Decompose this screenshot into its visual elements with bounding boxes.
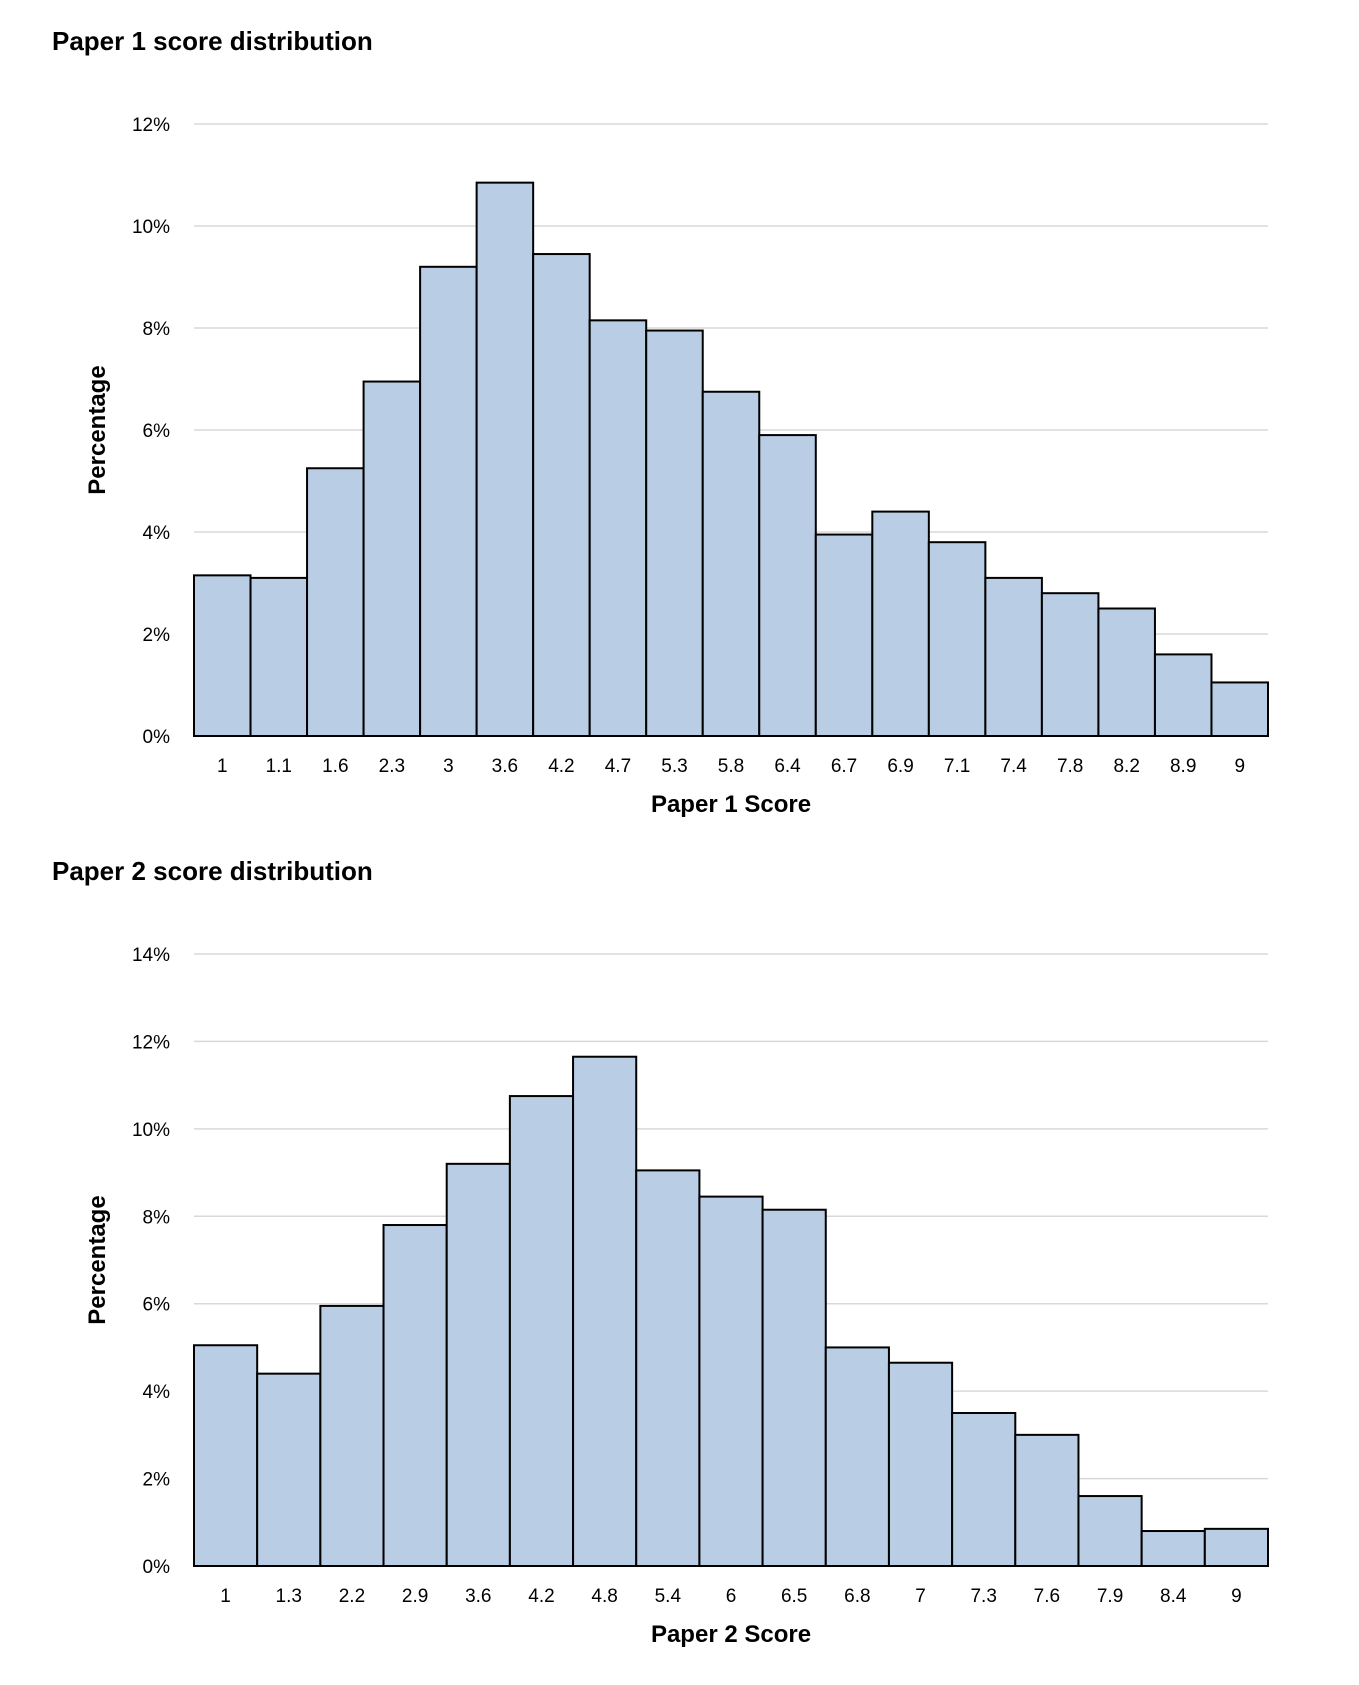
paper2-x-tick-label: 7.6 <box>1034 1586 1060 1607</box>
paper2-y-tick-label: 8% <box>143 1207 171 1228</box>
paper2-y-tick-label: 14% <box>132 945 170 966</box>
paper1-bar <box>645 329 704 737</box>
paper1-bar <box>249 576 309 738</box>
paper1-bar <box>588 319 648 737</box>
paper1-y-tick-label: 4% <box>143 523 171 544</box>
paper2-bar <box>1077 1495 1143 1567</box>
paper2-bar <box>508 1095 575 1567</box>
paper1-y-tick-label: 6% <box>143 421 171 442</box>
paper2-x-tick-label: 2.9 <box>402 1586 428 1607</box>
paper1-x-tick-label: 4.2 <box>548 756 574 777</box>
paper2-x-axis-label: Paper 2 Score <box>651 1621 811 1648</box>
paper1-chart: Paper 1 score distribution 0% 2% 4% 6% 8% 10%… <box>0 0 1359 830</box>
paper1-x-tick-label: 5.3 <box>661 756 687 777</box>
paper1-x-tick-label: 2.3 <box>379 756 405 777</box>
paper2-x-tick-label: 1.3 <box>276 1586 302 1607</box>
paper1-bar <box>419 265 478 737</box>
paper2-bar <box>761 1208 827 1567</box>
paper2-y-tick-label: 2% <box>143 1470 171 1491</box>
paper1-bar <box>1097 607 1156 737</box>
paper1-x-tick-label: 7.1 <box>944 756 970 777</box>
paper1-bar <box>701 390 761 737</box>
paper2-chart: Paper 2 score distribution 0% 2% 4% 6% 8% 10%… <box>0 830 1359 1685</box>
paper1-x-tick-label: 4.7 <box>605 756 631 777</box>
paper2-x-tick-label: 4.2 <box>528 1586 554 1607</box>
paper2-bar <box>193 1344 259 1567</box>
paper1-bar <box>362 380 422 737</box>
paper1-x-tick-label: 8.9 <box>1170 756 1196 777</box>
paper2-x-tick-label: 9 <box>1231 1586 1242 1607</box>
paper1-x-tick-label: 6.4 <box>774 756 801 777</box>
paper1-y-axis-label: Percentage <box>84 365 111 494</box>
paper2-bar <box>951 1412 1017 1567</box>
paper2-y-tick-label: 4% <box>143 1382 171 1403</box>
paper2-x-tick-label: 4.8 <box>591 1586 617 1607</box>
paper1-x-tick-label: 6.7 <box>831 756 857 777</box>
paper2-y-axis-label: Percentage <box>84 1195 111 1324</box>
paper1-y-tick-label: 10% <box>132 217 170 238</box>
paper2-chart-title: Paper 2 score distribution <box>52 856 373 886</box>
paper2-x-tick-label: 7.9 <box>1097 1586 1123 1607</box>
paper1-bar <box>532 253 591 738</box>
paper2-histogram: 0% 2% 4% 6% 8% 10% 12% 14% 1 1.3 2.2 2.9 3.6 4.2 4.8 5.… <box>84 945 1269 1648</box>
paper2-y-tick-label: 12% <box>132 1032 170 1053</box>
paper1-bar <box>475 181 535 737</box>
paper2-bar <box>572 1055 638 1567</box>
paper1-bar <box>927 541 987 738</box>
paper1-x-tick-label: 5.8 <box>718 756 744 777</box>
paper2-bar <box>698 1195 764 1567</box>
paper2-x-tick-label: 2.2 <box>339 1586 365 1607</box>
paper1-chart-title: Paper 1 score distribution <box>52 26 373 56</box>
paper1-x-tick-label: 6.9 <box>887 756 913 777</box>
paper1-bar <box>758 434 817 737</box>
paper2-x-tick-label: 6.5 <box>781 1586 807 1607</box>
paper2-y-tick-label: 6% <box>143 1295 171 1316</box>
paper2-x-tick-label: 6.8 <box>844 1586 870 1607</box>
paper1-x-tick-label: 1.6 <box>322 756 348 777</box>
paper1-y-tick-label: 0% <box>143 727 171 748</box>
paper2-bar <box>382 1224 448 1567</box>
paper1-x-tick-label: 9 <box>1234 756 1245 777</box>
paper1-y-tick-label: 8% <box>143 319 171 340</box>
paper1-histogram: 0% 2% 4% 6% 8% 10% 12% 1 1.1 1.6 2.3 3 3.6 4.2 4.7 5.3 5… <box>84 115 1269 818</box>
paper1-x-tick-label: 7.8 <box>1057 756 1083 777</box>
paper2-x-tick-label: 8.4 <box>1160 1586 1187 1607</box>
paper1-x-tick-label: 7.4 <box>1000 756 1027 777</box>
paper2-bar <box>445 1162 511 1567</box>
paper1-bar <box>984 576 1043 738</box>
paper2-x-tick-label: 6 <box>726 1586 737 1607</box>
paper1-x-axis-label: Paper 1 Score <box>651 791 811 818</box>
paper2-bar <box>887 1361 954 1567</box>
paper1-bar <box>814 533 874 737</box>
paper2-bar <box>1140 1530 1206 1567</box>
paper1-x-tick-label: 3.6 <box>492 756 518 777</box>
paper1-bar <box>1210 681 1269 738</box>
paper1-bar <box>871 510 930 737</box>
paper1-bar <box>193 574 252 737</box>
paper1-x-tick-label: 3 <box>443 756 454 777</box>
paper2-bar <box>1203 1527 1269 1567</box>
paper1-x-tick-label: 1 <box>217 756 228 777</box>
paper1-y-tick-label: 2% <box>143 625 171 646</box>
paper2-x-tick-label: 1 <box>220 1586 231 1607</box>
paper2-y-tick-label: 10% <box>132 1120 170 1141</box>
paper1-x-tick-label: 8.2 <box>1113 756 1139 777</box>
paper2-bar <box>1014 1433 1080 1567</box>
paper1-x-tick-label: 1.1 <box>266 756 292 777</box>
paper1-bar <box>1040 592 1100 738</box>
paper2-y-tick-label: 0% <box>143 1557 171 1578</box>
paper1-y-tick-label: 12% <box>132 115 170 136</box>
paper1-bar <box>1153 653 1213 738</box>
paper1-bar <box>306 467 365 737</box>
paper2-bar <box>319 1304 385 1567</box>
paper2-x-tick-label: 3.6 <box>465 1586 491 1607</box>
paper2-x-tick-label: 7.3 <box>970 1586 996 1607</box>
paper2-bar <box>824 1346 890 1568</box>
paper2-bar <box>635 1169 701 1567</box>
paper2-bar <box>256 1372 322 1568</box>
paper2-x-tick-label: 7 <box>915 1586 926 1607</box>
paper2-x-tick-label: 5.4 <box>655 1586 682 1607</box>
